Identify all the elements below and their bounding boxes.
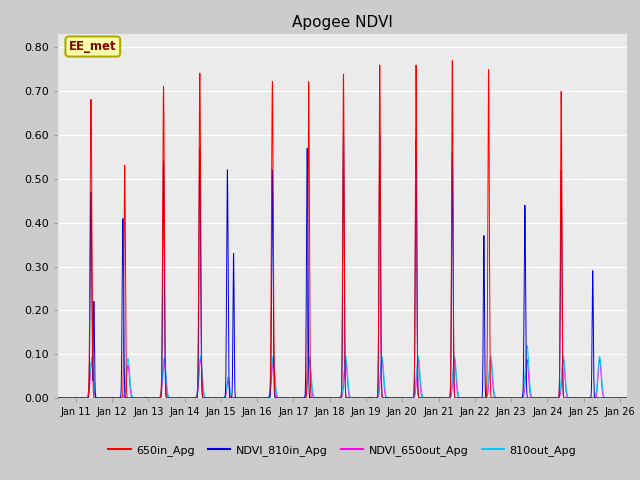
Legend: 650in_Apg, NDVI_810in_Apg, NDVI_650out_Apg, 810out_Apg: 650in_Apg, NDVI_810in_Apg, NDVI_650out_A… [104,441,581,460]
Text: EE_met: EE_met [69,40,116,53]
Title: Apogee NDVI: Apogee NDVI [292,15,393,30]
